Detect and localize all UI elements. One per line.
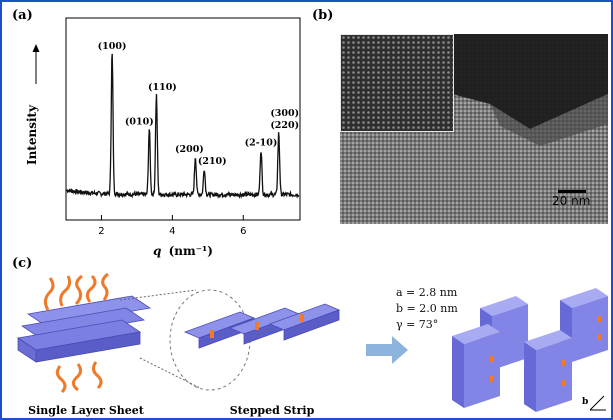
xrd-chart: 2 4 6 (100) (010) (110) (200)(210) (2-10) (300)… — [25, 17, 301, 258]
x-axis-unit: (nm⁻¹) — [169, 244, 213, 258]
axis-indicator: b — [582, 395, 606, 411]
single-layer-sheet — [16, 272, 152, 394]
peak-label-3: (200) — [175, 144, 204, 155]
peak-label-5: (2-10) — [245, 137, 278, 148]
peak-label-1: (010) — [125, 117, 154, 128]
x-tick-label-0: 2 — [98, 226, 104, 237]
xrd-curve — [66, 53, 300, 200]
lattice-b: b = 2.0 nm — [396, 302, 458, 315]
x-axis-symbol: q — [153, 244, 161, 258]
y-axis-label: Intensity — [25, 104, 39, 165]
x-axis-label: q (nm⁻¹) — [153, 244, 213, 258]
x-ticks: 2 4 6 — [98, 215, 246, 237]
lattice-gamma: γ = 73° — [396, 318, 439, 331]
tem-inset-image — [340, 34, 454, 132]
caption-stepped-strip: Stepped Strip — [230, 404, 315, 417]
tem-inset-texture — [341, 35, 453, 131]
lattice-a: a = 2.8 nm — [396, 286, 458, 299]
guide-line-top — [119, 289, 197, 301]
x-tick-label-1: 4 — [169, 226, 175, 237]
crystal-blocks — [452, 288, 608, 412]
panel-label-a: (a) — [12, 8, 33, 23]
peak-label-4: (210) — [198, 156, 227, 167]
plot-frame — [65, 17, 301, 221]
peak-labels: (100) (010) (110) (200)(210) (2-10) (300)(220… — [98, 41, 299, 167]
scale-bar-label: 20 nm — [552, 194, 591, 208]
panel-label-b: (b) — [312, 8, 334, 23]
caption-single-layer-sheet: Single Layer Sheet — [28, 404, 145, 417]
x-tick-label-2: 6 — [240, 226, 246, 237]
panel-label-c: (c) — [12, 256, 33, 271]
peak-label-6: (300) — [270, 108, 299, 119]
scale-bar — [558, 190, 586, 193]
y-axis-arrow-head — [32, 44, 40, 52]
peak-label-0: (100) — [98, 41, 127, 52]
schematic: Single Layer Sheet Stepped Strip — [16, 272, 608, 417]
tem-image: 20 nm — [340, 34, 608, 224]
stepped-strip — [183, 303, 341, 349]
guide-line-bottom — [139, 357, 201, 389]
peak-label-7: (220) — [270, 120, 299, 131]
process-arrow — [366, 336, 408, 364]
peak-label-2: (110) — [148, 82, 177, 93]
axis-label-b: b — [582, 397, 588, 407]
